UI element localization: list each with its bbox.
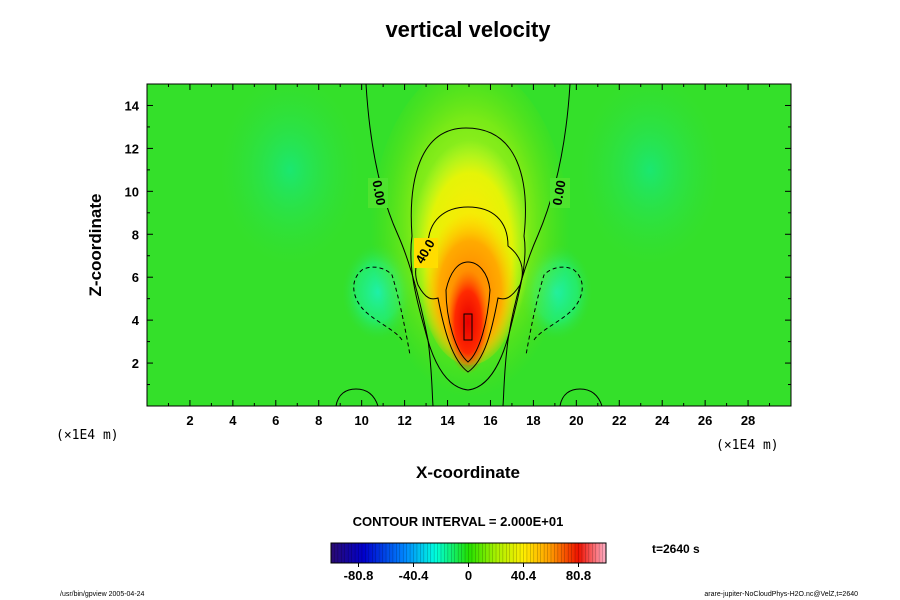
x-tick-label: 14: [440, 413, 455, 428]
updraft-red-core: [446, 270, 490, 374]
contour-label-group: 0.00 0.00 40.0: [368, 178, 570, 268]
colorbar-ticks: -80.8 -40.4 0 40.4 80.8: [344, 563, 591, 583]
contour-ground-right: [559, 388, 603, 407]
x-tick-label: 18: [526, 413, 540, 428]
colorbar-tick-label: -80.8: [344, 568, 374, 583]
contour-lines: [335, 83, 603, 407]
colorbar-stripes: [334, 543, 603, 563]
y-axis: 2 4 6 8 10 12 14: [125, 98, 791, 386]
time-label: t=2640 s: [652, 542, 700, 556]
contour-zero-outer-right: [502, 83, 571, 407]
footer-left: /usr/bin/gpview 2005-04-24: [60, 591, 145, 598]
y-tick-label: 4: [132, 313, 140, 328]
contour-interval: CONTOUR INTERVAL = 2.000E+01: [353, 514, 564, 529]
colorbar-tick-label: 0: [465, 568, 472, 583]
colorbar-tick-label: -40.4: [399, 568, 429, 583]
contour-ground-left: [335, 388, 379, 407]
x-tick-label: 4: [229, 413, 237, 428]
x-tick-label: 24: [655, 413, 670, 428]
y-axis-title: Z-coordinate: [86, 194, 105, 297]
contour-eighty: [463, 313, 473, 341]
contour-zero-outer-left: [365, 83, 434, 407]
x-unit-label: (×1E4 m): [716, 438, 779, 453]
x-tick-label: 22: [612, 413, 626, 428]
contour-forty: [415, 206, 523, 373]
x-tick-label: 26: [698, 413, 712, 428]
contour-twenty: [410, 127, 526, 391]
y-tick-label: 2: [132, 356, 139, 371]
x-tick-label: 10: [354, 413, 368, 428]
y-tick-label: 12: [125, 141, 139, 156]
x-tick-label: 20: [569, 413, 583, 428]
x-tick-label: 12: [397, 413, 411, 428]
y-tick-label: 8: [132, 227, 139, 242]
contour-neg-left: [353, 266, 411, 356]
y-tick-label: 6: [132, 270, 139, 285]
contour-neg-right: [525, 266, 583, 356]
contour-label-zero-left: 0.00: [369, 179, 388, 207]
y-tick-label: 14: [125, 98, 140, 113]
z-unit-label: (×1E4 m): [56, 428, 119, 443]
downdraft-region-right-upper: [580, 84, 720, 265]
x-tick-label: 16: [483, 413, 497, 428]
colorbar-gradient: [331, 543, 606, 563]
x-axis-title: X-coordinate: [416, 463, 520, 482]
heatmap-field: [147, 84, 791, 406]
x-tick-label: 8: [315, 413, 322, 428]
contour-sixty: [445, 261, 491, 363]
downdraft-region-left-upper: [220, 84, 360, 265]
x-axis: 2 4 6 8 10 12 14 16 18 20 22 24 26 28: [167, 84, 771, 428]
x-tick-label: 2: [186, 413, 193, 428]
colorbar: -80.8 -40.4 0 40.4 80.8: [330, 542, 607, 583]
y-tick-label: 10: [125, 184, 139, 199]
x-tick-label: 6: [272, 413, 279, 428]
x-tick-label: 28: [741, 413, 755, 428]
colorbar-tick-label: 40.4: [511, 568, 537, 583]
colorbar-tick-label: 80.8: [566, 568, 591, 583]
contour-label-zero-right: 0.00: [549, 179, 568, 207]
chart-title: vertical velocity: [385, 17, 551, 42]
footer-right: arare-jupiter-NoCloudPhys-H2O.nc@VelZ,t=…: [704, 591, 858, 598]
